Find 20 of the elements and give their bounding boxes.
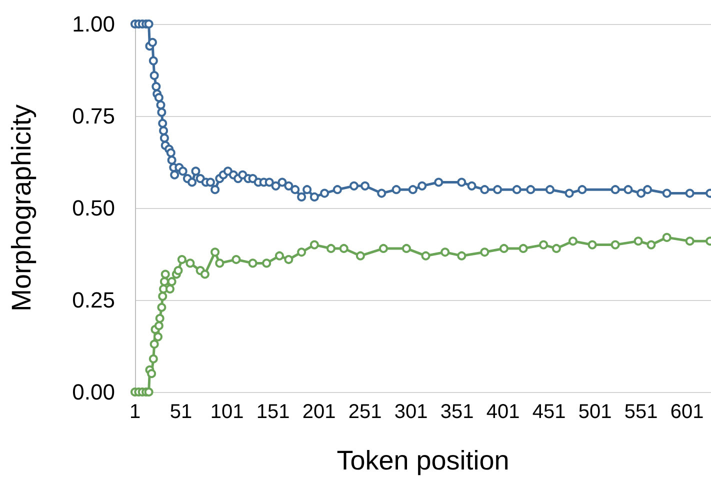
y-axis-title: Morphographicity (6, 104, 36, 312)
x-tick-label: 601 (670, 401, 704, 423)
x-tick-label: 451 (532, 401, 566, 423)
y-tick-label: 0.50 (72, 196, 115, 220)
x-axis-title: Token position (336, 446, 510, 476)
x-tick-label: 51 (170, 401, 192, 423)
x-tick-label: 551 (624, 401, 658, 423)
y-tick-label: 0.75 (72, 104, 115, 128)
x-tick-label: 101 (210, 401, 244, 423)
y-tick-label: 0.25 (72, 288, 115, 312)
x-tick-label: 301 (394, 401, 428, 423)
x-tick-label: 351 (440, 401, 474, 423)
x-tick-label: 501 (578, 401, 612, 423)
x-tick-label: 151 (256, 401, 290, 423)
y-tick-label: 1.00 (72, 12, 115, 36)
x-tick-label: 401 (486, 401, 520, 423)
x-tick-label: 251 (348, 401, 382, 423)
y-tick-label: 0.00 (72, 380, 115, 404)
x-tick-label: 201 (302, 401, 336, 423)
x-tick-label: 1 (129, 401, 141, 423)
